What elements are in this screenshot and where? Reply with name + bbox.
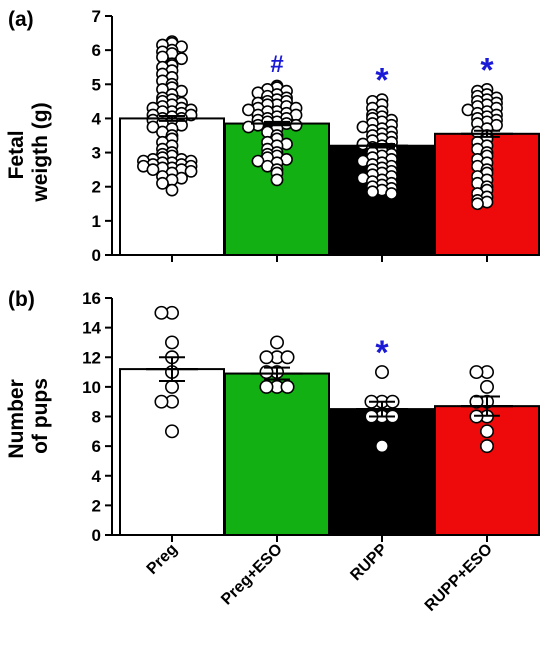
y-tick-label: 14: [82, 319, 101, 338]
y-tick-label: 5: [92, 75, 101, 94]
y-tick-label: 12: [82, 348, 101, 367]
data-point: [175, 52, 188, 66]
data-point: [280, 379, 295, 394]
data-point: [366, 185, 379, 199]
data-point: [154, 305, 169, 320]
y-tick-label: 2: [92, 178, 101, 197]
panel-b-ylabel-line1: Number: [5, 379, 28, 458]
data-point: [165, 379, 180, 394]
y-tick-label: 6: [92, 437, 101, 456]
x-category-label: Preg: [144, 541, 181, 578]
panel-a-ylabel: Fetal weigth (g): [5, 102, 52, 202]
data-point: [165, 183, 179, 197]
data-point: [385, 187, 398, 200]
panel-b: (b) Number of pups * 0 2 4 6 8 10 12 14 16: [5, 288, 540, 545]
significance-marker: *: [480, 51, 494, 89]
data-point: [154, 394, 169, 409]
data-point: [289, 118, 303, 132]
y-tick-label: 0: [92, 246, 101, 265]
bar-preg: [119, 368, 225, 536]
data-point: [259, 350, 274, 365]
x-category-labels: Preg Preg+ESO RUPP RUPP+ESO: [144, 541, 496, 615]
data-point: [479, 424, 494, 439]
y-tick-label: 3: [92, 144, 101, 163]
data-point: [156, 176, 169, 190]
data-point: [280, 350, 295, 365]
data-point: [146, 120, 160, 134]
y-tick-label: 7: [92, 7, 101, 26]
data-point: [251, 154, 265, 168]
data-point: [269, 335, 284, 350]
data-point: [469, 365, 484, 380]
data-point: [479, 379, 494, 394]
y-tick-label: 4: [92, 109, 102, 128]
data-point: [259, 379, 274, 394]
panel-b-label: (b): [8, 288, 35, 311]
y-tick-label: 0: [92, 526, 101, 545]
data-point: [184, 164, 198, 178]
data-point: [270, 173, 284, 187]
x-category-label: Preg+ESO: [218, 541, 286, 609]
data-point: [469, 394, 484, 409]
bar-preg-eso: [224, 372, 330, 537]
significance-marker: #: [270, 51, 283, 78]
data-point: [471, 197, 484, 211]
y-tick-label: 4: [92, 467, 102, 486]
panel-a-ylabel-line2: weigth (g): [29, 102, 52, 202]
y-tick-label: 16: [82, 289, 101, 308]
data-point: [165, 424, 180, 439]
x-category-label: RUPP: [347, 541, 391, 585]
data-point: [374, 439, 389, 454]
y-tick-label: 10: [82, 378, 101, 397]
panel-b-ylabel-line2: of pups: [29, 378, 52, 454]
panel-a-label: (a): [8, 8, 34, 31]
significance-marker: *: [375, 62, 389, 100]
y-tick-label: 8: [92, 408, 101, 427]
data-point: [165, 335, 180, 350]
panel-a-ylabel-line1: Fetal: [5, 130, 28, 179]
y-tick-label: 1: [92, 212, 101, 231]
panel-b-ylabel: Number of pups: [5, 373, 52, 458]
significance-marker: *: [375, 334, 389, 372]
data-point: [479, 439, 494, 454]
x-category-label: RUPP+ESO: [422, 541, 496, 615]
bar-rupp: [329, 408, 435, 536]
data-point: [146, 163, 160, 177]
data-point: [242, 103, 255, 117]
y-tick-label: 2: [92, 496, 101, 515]
panel-a: (a) Fetal weigth (g) # * * 0 1 2 3 4 5 6 7: [5, 7, 540, 265]
data-point: [374, 365, 389, 380]
data-point: [259, 365, 274, 380]
y-tick-label: 6: [92, 41, 101, 60]
